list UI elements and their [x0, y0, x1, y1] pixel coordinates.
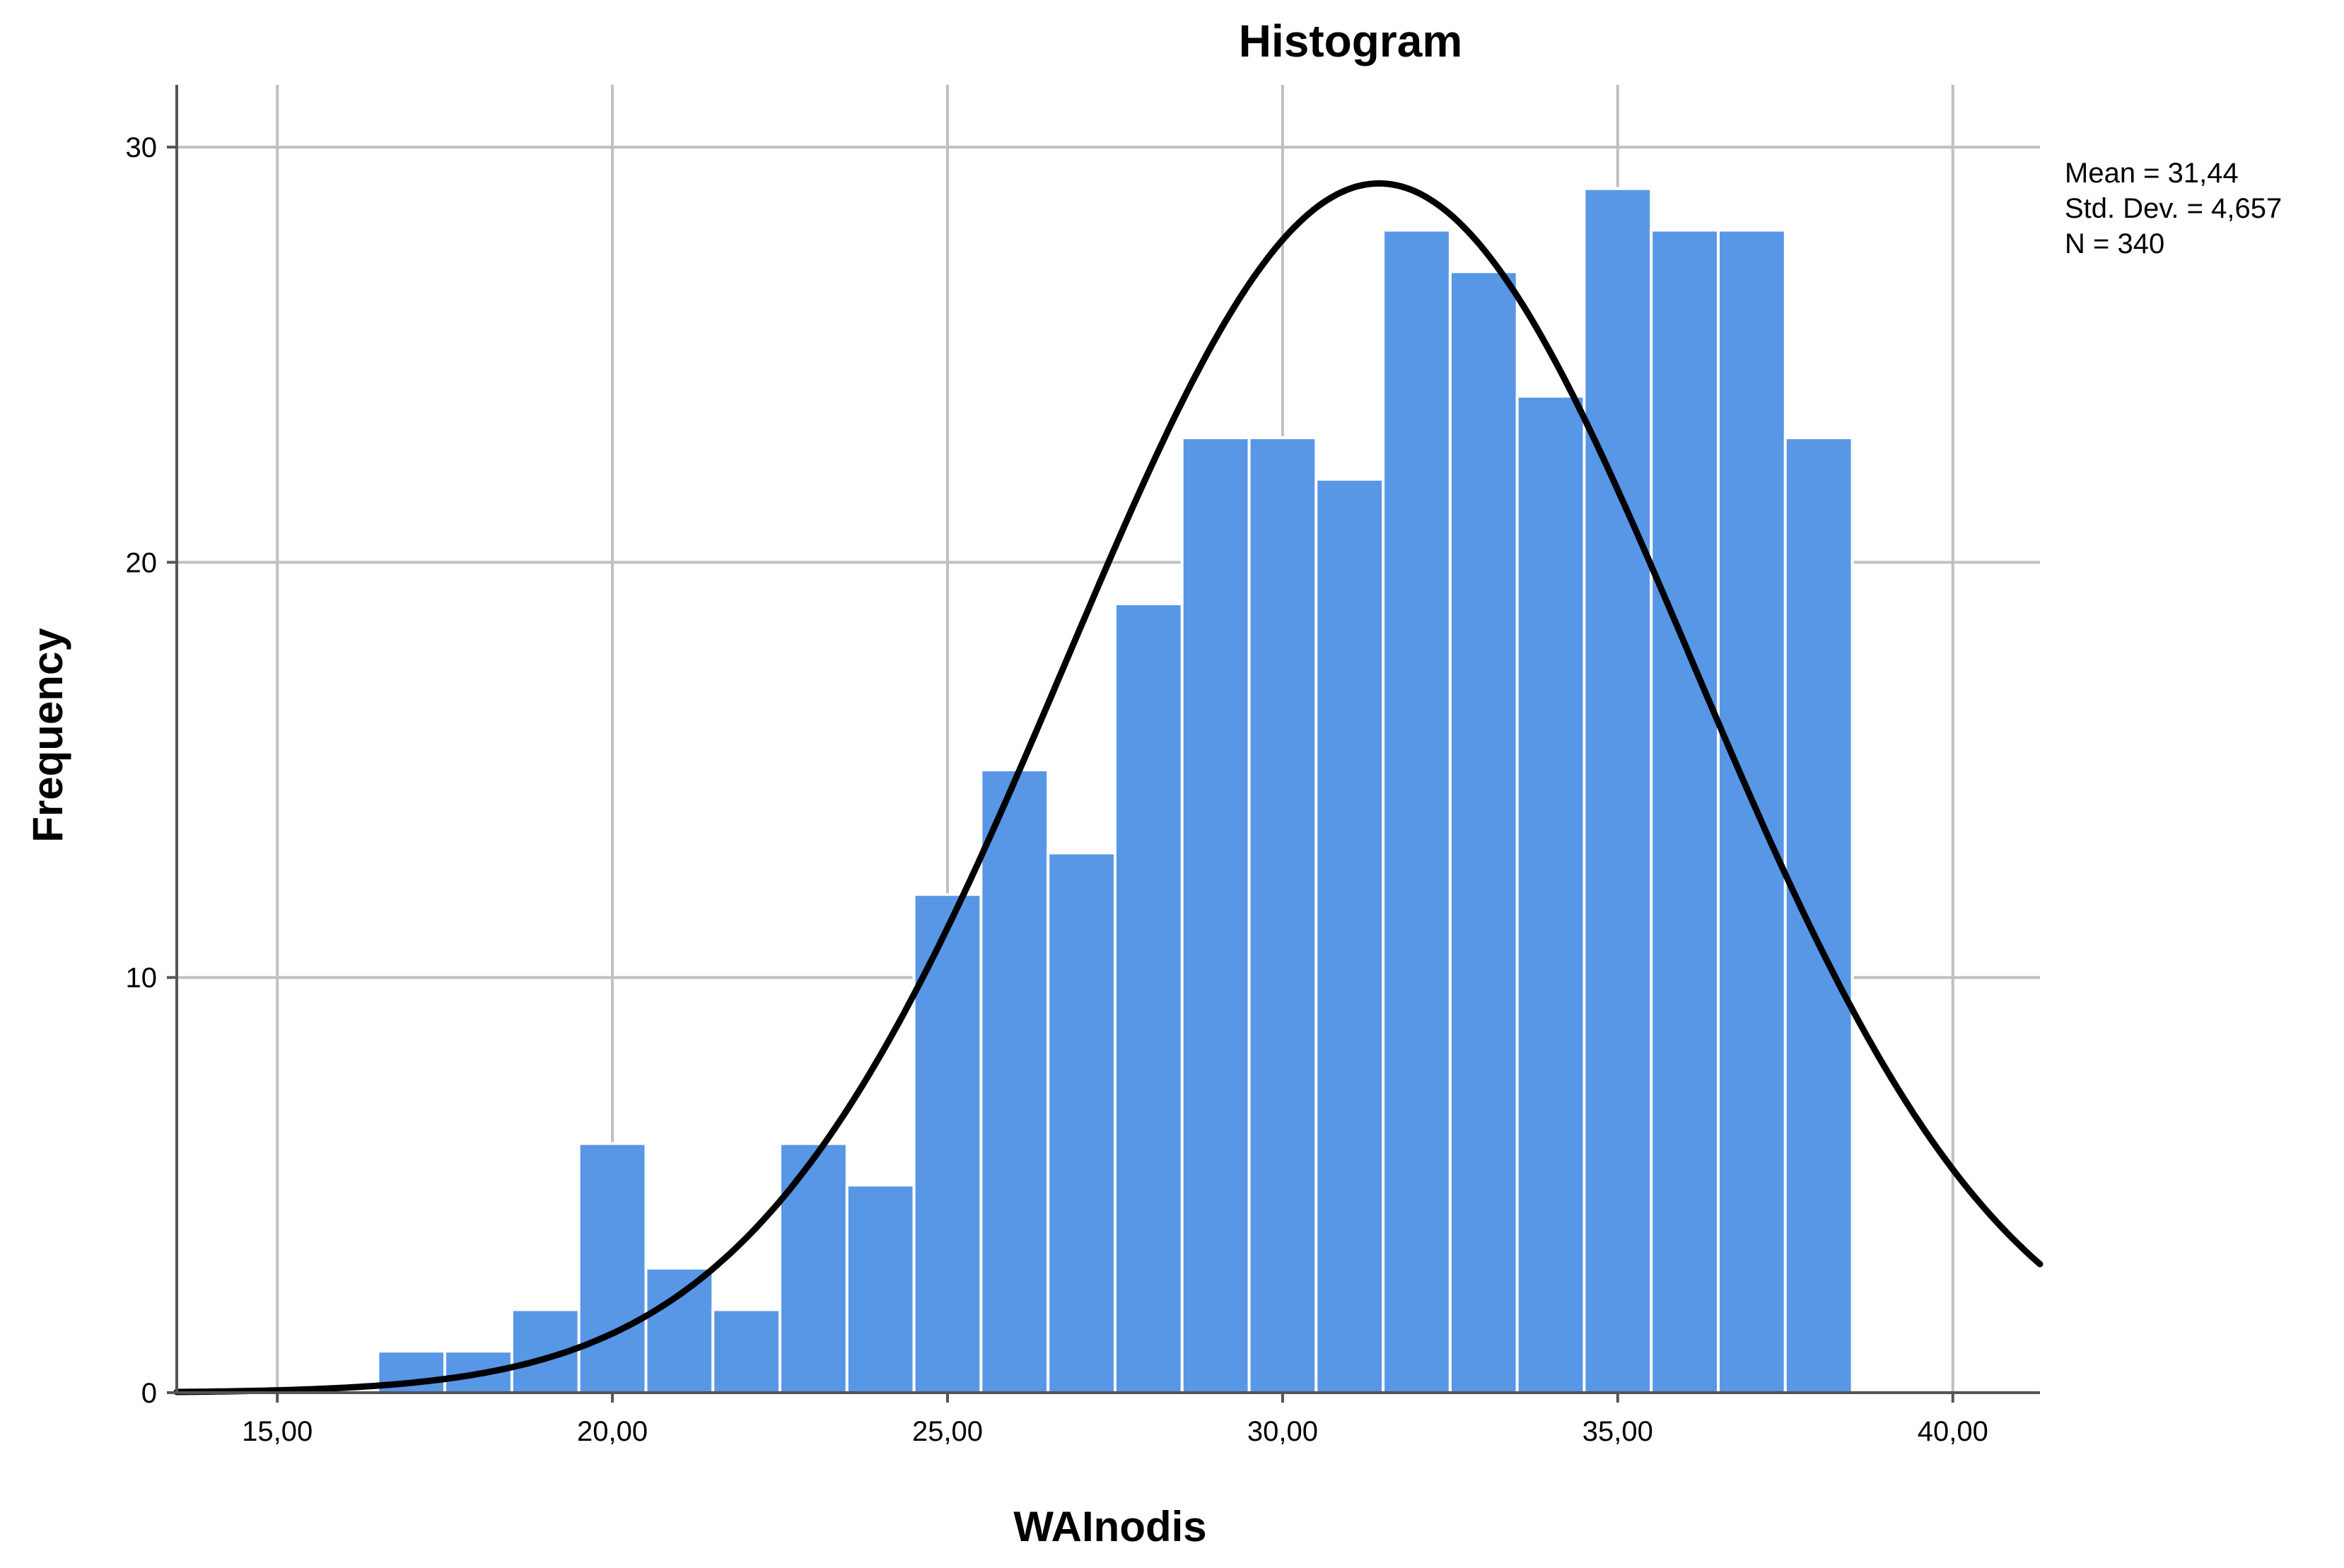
y-tick-label: 10 [126, 963, 158, 994]
histogram-bar [845, 1183, 916, 1395]
x-tick-label: 20,00 [577, 1416, 648, 1447]
histogram-bar [1180, 436, 1251, 1395]
histogram-bar [1247, 436, 1318, 1395]
axes [167, 85, 2040, 1403]
histogram-bars [376, 187, 1854, 1395]
y-tick-labels: 0 10 20 30 [126, 132, 158, 1409]
x-tick-label: 40,00 [1918, 1416, 1988, 1447]
y-axis-title: Frequency [24, 628, 71, 843]
histogram-bar [1650, 228, 1720, 1394]
histogram-bar [1582, 187, 1653, 1394]
y-tick-label: 20 [126, 547, 158, 578]
x-axis-title: WAInodis [1013, 1503, 1206, 1550]
histogram-bar [644, 1266, 715, 1395]
histogram-bar [1314, 477, 1385, 1394]
y-tick-label: 30 [126, 132, 158, 163]
histogram-bar [779, 1142, 849, 1394]
x-tick-labels: 15,00 20,00 25,00 30,00 35,00 40,00 [242, 1416, 1988, 1447]
stat-mean: Mean = 31,44 [2065, 158, 2239, 189]
histogram-bar [1783, 436, 1854, 1395]
histogram-bar [1382, 228, 1452, 1394]
x-tick-label: 25,00 [912, 1416, 983, 1447]
histogram-bar [1515, 394, 1586, 1394]
x-tick-label: 35,00 [1582, 1416, 1653, 1447]
histogram-bar [711, 1308, 782, 1394]
histogram-bar [1717, 228, 1787, 1394]
histogram-bar [1046, 851, 1116, 1394]
stat-std-dev: Std. Dev. = 4,657 [2065, 193, 2282, 224]
histogram-bar [1448, 270, 1519, 1394]
x-tick-label: 30,00 [1247, 1416, 1318, 1447]
histogram-bar [1113, 602, 1184, 1395]
histogram-bar [577, 1142, 648, 1394]
stat-n: N = 340 [2065, 228, 2164, 259]
normal-curve [173, 180, 2043, 1396]
y-tick-label: 0 [141, 1378, 157, 1409]
stats-box: Mean = 31,44 Std. Dev. = 4,657 N = 340 [2065, 158, 2282, 259]
chart-title: Histogram [1239, 16, 1463, 66]
x-tick-label: 15,00 [242, 1416, 313, 1447]
histogram-bar [979, 768, 1050, 1394]
